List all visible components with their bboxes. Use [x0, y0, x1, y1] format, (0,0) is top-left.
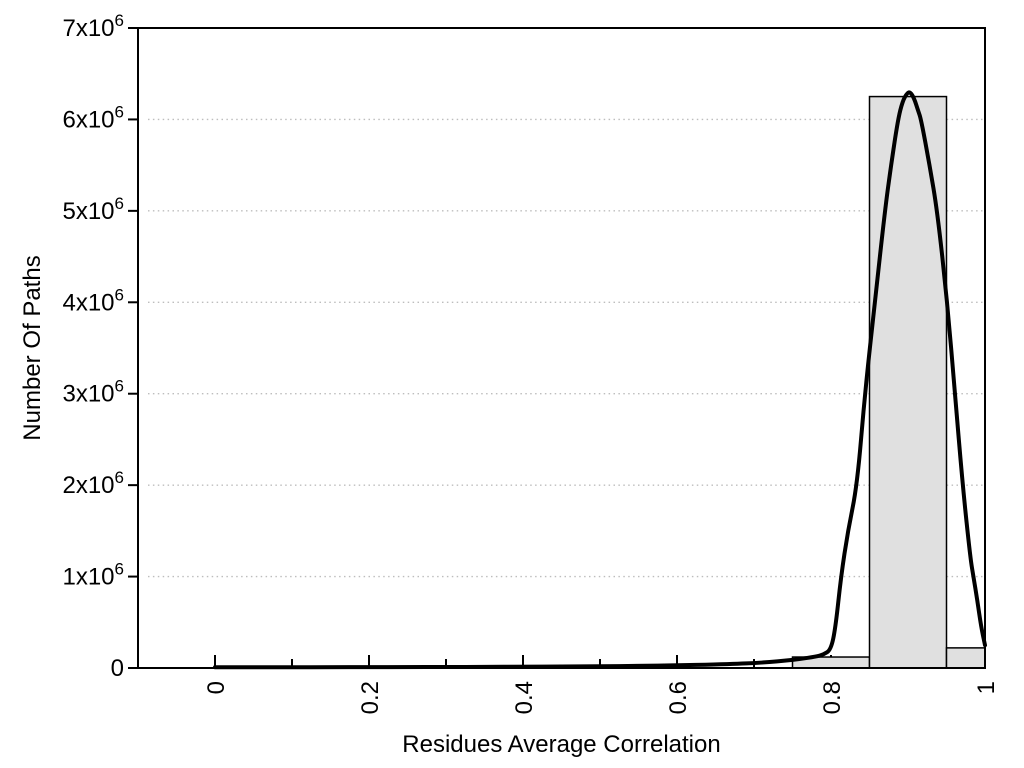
y-tick-label: 4x106	[62, 285, 124, 316]
y-tick-label: 1x106	[62, 560, 124, 591]
y-tick-exponent: 6	[115, 102, 124, 121]
x-axis-title: Residues Average Correlation	[402, 731, 721, 758]
x-tick-label: 0.4	[511, 681, 538, 714]
histogram-bar	[945, 647, 986, 669]
density-fit-curve	[213, 90, 987, 670]
histogram-bar	[868, 95, 948, 669]
y-tick-exponent: 6	[115, 560, 124, 579]
x-tick-label: 1	[973, 681, 1000, 694]
y-tick-exponent: 6	[115, 377, 124, 396]
y-tick-label: 7x106	[62, 11, 124, 42]
y-axis-title: Number Of Paths	[19, 255, 46, 441]
y-tick-exponent: 6	[115, 468, 124, 487]
y-tick-label: 5x106	[62, 194, 124, 225]
y-tick-exponent: 6	[115, 285, 124, 304]
y-tick-label: 3x106	[62, 377, 124, 408]
y-tick-label: 2x106	[62, 468, 124, 499]
y-tick-exponent: 6	[115, 194, 124, 213]
x-tick-label: 0.6	[665, 681, 692, 714]
x-tick-label: 0.8	[819, 681, 846, 714]
y-tick-label: 6x106	[62, 102, 124, 133]
y-tick-label: 0	[111, 655, 124, 682]
x-tick-label: 0	[203, 681, 230, 694]
plot-border	[137, 27, 986, 669]
y-tick-exponent: 6	[115, 11, 124, 30]
x-tick-label: 0.2	[357, 681, 384, 714]
